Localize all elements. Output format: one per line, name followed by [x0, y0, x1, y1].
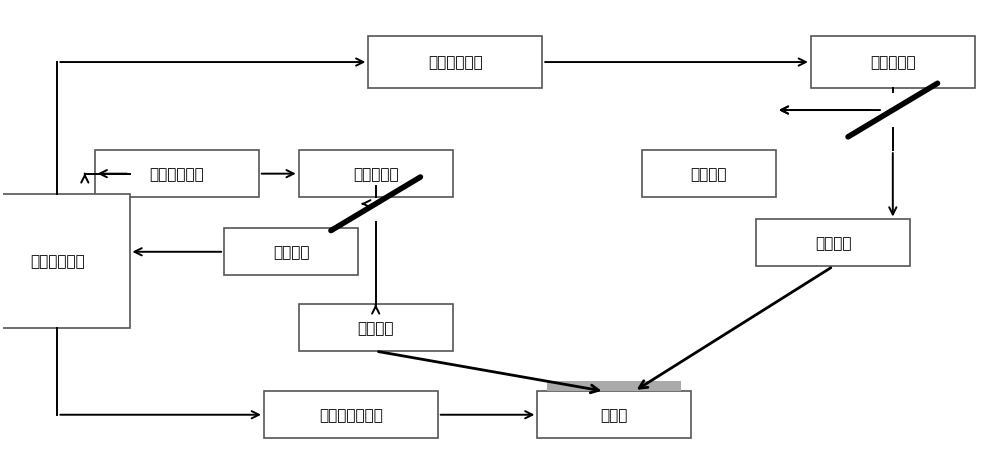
Bar	[547, 382, 681, 391]
Bar	[95, 151, 259, 198]
Bar	[368, 37, 542, 88]
Bar	[264, 391, 438, 438]
Bar	[642, 151, 776, 198]
Text: 激光器控制器: 激光器控制器	[149, 167, 204, 182]
Text: 能量监控: 能量监控	[691, 167, 727, 182]
Text: 第二激光器: 第二激光器	[353, 167, 399, 182]
Text: 光学系统: 光学系统	[815, 236, 851, 251]
Text: 第一激光器: 第一激光器	[870, 55, 916, 70]
Bar	[299, 151, 453, 198]
Text: 激光器控制器: 激光器控制器	[428, 55, 483, 70]
Text: 载片台控制系统: 载片台控制系统	[319, 407, 383, 422]
Text: 能量监控: 能量监控	[273, 245, 309, 260]
Text: 同步控制系统: 同步控制系统	[30, 253, 85, 269]
Bar	[756, 220, 910, 267]
Bar	[537, 391, 691, 438]
Bar	[0, 194, 130, 328]
Text: 光学系统: 光学系统	[357, 321, 394, 336]
Bar	[224, 229, 358, 276]
Bar	[299, 304, 453, 351]
Text: 载片台: 载片台	[601, 407, 628, 422]
Bar	[811, 37, 975, 88]
